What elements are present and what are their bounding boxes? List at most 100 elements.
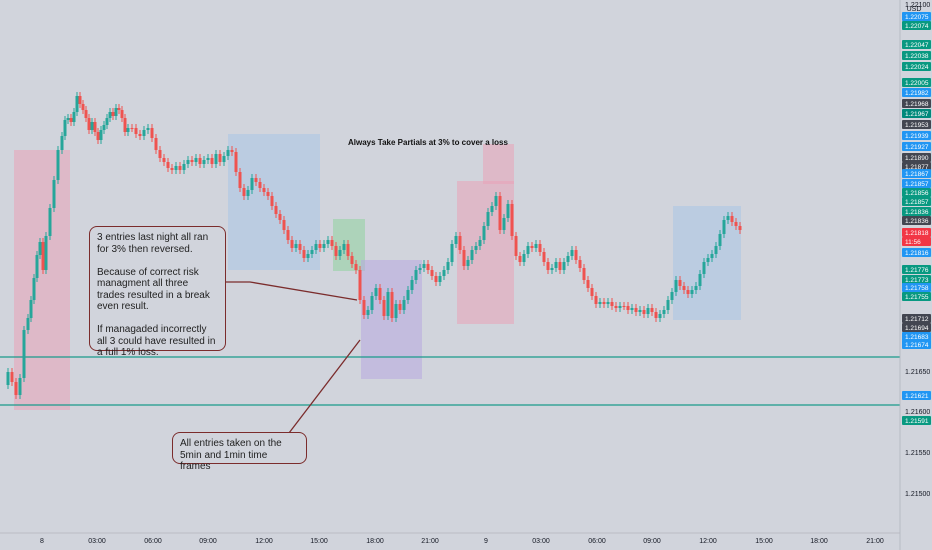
candle-body (702, 262, 706, 274)
candle-body (418, 268, 422, 270)
candle-body (582, 268, 586, 280)
candle-body (26, 318, 30, 330)
candle-body (32, 278, 36, 300)
candle-body (734, 222, 738, 226)
candle-body (242, 188, 246, 196)
price-tag-label: 1.22024 (905, 64, 929, 71)
blue-zone (228, 134, 320, 270)
candle-body (75, 96, 79, 112)
blue-zone-right (673, 206, 741, 320)
candle-body (694, 286, 698, 290)
candle-body (230, 150, 234, 152)
candle-body (154, 138, 158, 150)
time-scale-label: 18:00 (810, 538, 828, 545)
candle-body (182, 164, 186, 170)
candle-body (482, 226, 486, 240)
candle-body (666, 300, 670, 310)
candle-body (246, 190, 250, 196)
candle-body (114, 108, 118, 116)
candle-body (706, 258, 710, 262)
price-tag-label: 1.21836 (905, 218, 929, 225)
candle-body (310, 250, 314, 254)
price-tag-label: 1.21857 (905, 199, 929, 206)
candle-body (414, 270, 418, 280)
candle-body (610, 302, 614, 306)
price-tag (902, 51, 931, 60)
price-tag (902, 292, 931, 301)
time-scale-label: 12:00 (255, 538, 273, 545)
price-tag-label: 1.21857 (905, 181, 929, 188)
candle-body (178, 166, 182, 170)
price-tag-label: 1.21890 (905, 155, 929, 162)
candle-body (554, 262, 558, 268)
price-tag-label: 1.21694 (905, 325, 929, 332)
price-tag-label: 1.21856 (905, 190, 929, 197)
candle-body (466, 260, 470, 266)
candle-body (238, 172, 242, 188)
candle-body (362, 300, 366, 315)
candle-body (41, 242, 45, 270)
candle-body (130, 128, 134, 129)
candle-body (522, 254, 526, 262)
candle-body (262, 188, 266, 192)
candle-body (446, 262, 450, 270)
candle-body (158, 150, 162, 158)
candle-body (686, 290, 690, 294)
time-scale-label: 18:00 (366, 538, 384, 545)
candle-body (538, 244, 542, 252)
entries-callout[interactable]: 3 entries last night all ran for 3% then… (89, 226, 226, 358)
candle-body (474, 246, 478, 250)
candle-body (450, 244, 454, 262)
candle-body (194, 158, 198, 162)
candle-body (270, 196, 274, 206)
candle-body (606, 302, 610, 304)
price-scale-label: 1.22100 (905, 2, 930, 9)
time-scale-label: 21:00 (421, 538, 439, 545)
price-tag-label: 1.22047 (905, 42, 929, 49)
candle-body (350, 256, 354, 264)
candle-body (346, 244, 350, 256)
candle-body (81, 104, 85, 110)
candle-body (72, 112, 76, 122)
candle-body (594, 296, 598, 304)
candle-body (370, 296, 374, 310)
candle-body (87, 118, 91, 130)
candle-body (117, 108, 121, 110)
candle-body (63, 120, 67, 136)
candle-body (38, 242, 42, 255)
candle-body (498, 196, 502, 230)
candle-body (638, 310, 642, 312)
price-tag-label: 1.21712 (905, 316, 929, 323)
candle-body (454, 236, 458, 244)
candle-body (290, 240, 294, 248)
candle-body (574, 250, 578, 260)
timeframes-callout[interactable]: All entries taken on the 5min and 1min t… (172, 432, 307, 472)
candle-body (306, 254, 310, 258)
price-tag (902, 162, 931, 171)
candle-body (202, 160, 206, 164)
candle-body (458, 236, 462, 250)
candle-body (662, 310, 666, 314)
candle-body (486, 212, 490, 226)
time-scale-label: 8 (40, 538, 44, 545)
price-tag-label: 1.21776 (905, 267, 929, 274)
candle-body (442, 270, 446, 276)
candle-body (366, 310, 370, 315)
price-tag (902, 248, 931, 257)
price-tag (902, 40, 931, 49)
candle-body (314, 244, 318, 250)
candle-body (710, 254, 714, 258)
currency-label: USD (907, 6, 922, 13)
time-scale-label: 15:00 (755, 538, 773, 545)
candle-body (29, 300, 33, 318)
candle-body (266, 192, 270, 196)
candle-body (96, 132, 100, 140)
candle-body (598, 302, 602, 304)
candle-body (226, 150, 230, 156)
price-tag (902, 265, 931, 274)
candle-body (410, 280, 414, 290)
price-tag (902, 391, 931, 400)
price-tag-label: 1.21816 (905, 250, 929, 257)
